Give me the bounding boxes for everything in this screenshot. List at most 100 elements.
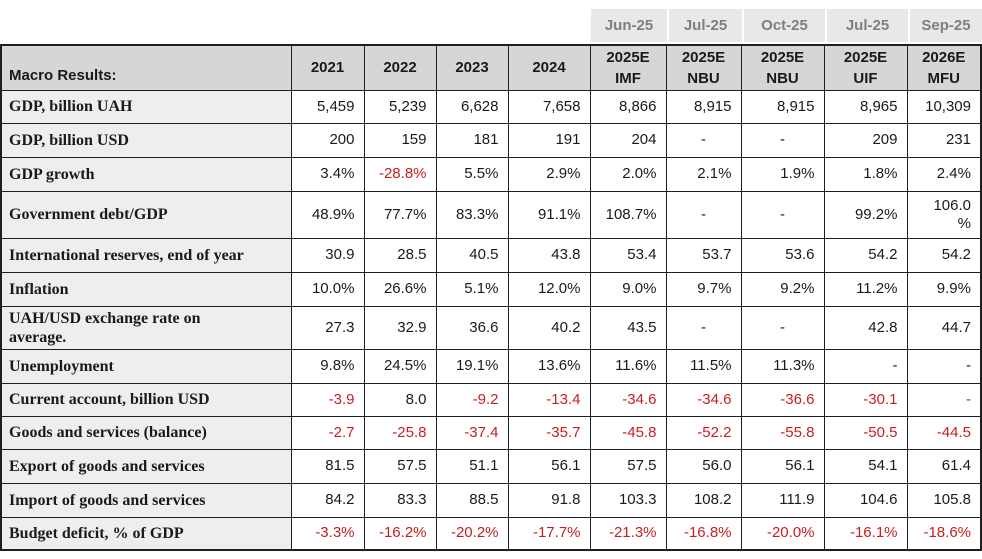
data-cell: 103.3	[589, 482, 667, 518]
data-cell: 28.5	[363, 237, 437, 273]
column-header: 2024	[507, 44, 591, 91]
data-cell: 106.0 %	[906, 190, 982, 239]
forecast-date-label: Sep-25	[908, 9, 982, 42]
data-cell: 159	[363, 122, 437, 158]
data-cell: 53.4	[589, 237, 667, 273]
row-label: GDP, billion USD	[0, 122, 292, 158]
data-cell: 40.5	[435, 237, 509, 273]
data-cell: -	[823, 348, 908, 384]
data-cell: 9.9%	[906, 271, 982, 307]
table-row: UAH/USD exchange rate on average. 27.3 32.…	[0, 305, 982, 350]
data-cell: 57.5	[363, 448, 437, 484]
data-cell: -52.2	[665, 415, 742, 450]
row-label: GDP growth	[0, 156, 292, 192]
data-cell: 51.1	[435, 448, 509, 484]
data-cell: 88.5	[435, 482, 509, 518]
table-row: Export of goods and services 81.5 57.5 51.1…	[0, 448, 982, 484]
table-row: Unemployment 9.8% 24.5% 19.1% 13.6% 11.6% 11.5…	[0, 348, 982, 384]
data-cell: 2.0%	[589, 156, 667, 192]
data-cell: 53.7	[665, 237, 742, 273]
data-cell: 56.1	[507, 448, 591, 484]
data-cell: 108.2	[665, 482, 742, 518]
data-cell: -44.5	[906, 415, 982, 450]
data-cell: 91.8	[507, 482, 591, 518]
data-cell: 10.0%	[290, 271, 365, 307]
data-cell: 83.3	[363, 482, 437, 518]
data-cell: -36.6	[740, 382, 825, 417]
table-row: GDP, billion USD 200 159 181 191 204- -209 231	[0, 122, 982, 158]
data-cell: -25.8	[363, 415, 437, 450]
table-row: GDP, billion UAH 5,459 5,239 6,628 7,658 8,86…	[0, 89, 982, 124]
data-cell: -	[906, 348, 982, 384]
data-cell: 32.9	[363, 305, 437, 350]
data-cell: 27.3	[290, 305, 365, 350]
data-cell: -3.3%	[290, 516, 365, 551]
data-cell: 8,915	[740, 89, 825, 124]
data-cell: -18.6%	[906, 516, 982, 551]
data-cell: 10,309	[906, 89, 982, 124]
column-header: 2025E NBU	[740, 44, 825, 91]
data-cell: 61.4	[906, 448, 982, 484]
data-cell: 6,628	[435, 89, 509, 124]
data-cell: -	[740, 305, 825, 350]
row-label: Import of goods and services	[0, 482, 292, 518]
data-cell: 13.6%	[507, 348, 591, 384]
column-header: 2022	[363, 44, 437, 91]
data-cell: 54.1	[823, 448, 908, 484]
data-cell: 5,459	[290, 89, 365, 124]
data-cell: -45.8	[589, 415, 667, 450]
table-row: Inflation 10.0% 26.6% 5.1% 12.0% 9.0% 9.7% 9.2%…	[0, 271, 982, 307]
column-header: 2025E NBU	[665, 44, 742, 91]
data-cell: 12.0%	[507, 271, 591, 307]
row-label: Inflation	[0, 271, 292, 307]
data-cell: -	[665, 190, 742, 239]
data-cell: 9.2%	[740, 271, 825, 307]
data-cell: 44.7	[906, 305, 982, 350]
data-cell: 40.2	[507, 305, 591, 350]
data-cell: 8,915	[665, 89, 742, 124]
data-cell: 2.1%	[665, 156, 742, 192]
macro-results-table: Macro Results: 2021 2022 2023 2024 2025E IMF…	[0, 44, 982, 551]
data-cell: 181	[435, 122, 509, 158]
table-row: Budget deficit, % of GDP -3.3% -16.2% -20.2…	[0, 516, 982, 551]
data-cell: 8,866	[589, 89, 667, 124]
data-cell: -3.9	[290, 382, 365, 417]
data-cell: -21.3%	[589, 516, 667, 551]
table-row: Current account, billion USD -3.9 8.0 -9.2-…	[0, 382, 982, 417]
data-cell: -	[906, 382, 982, 417]
data-cell: 204	[589, 122, 667, 158]
data-cell: 19.1%	[435, 348, 509, 384]
data-cell: 56.1	[740, 448, 825, 484]
data-cell: -34.6	[589, 382, 667, 417]
forecast-date-label: Jul-25	[825, 9, 908, 42]
data-cell: 231	[906, 122, 982, 158]
data-cell: 81.5	[290, 448, 365, 484]
data-cell: 9.0%	[589, 271, 667, 307]
data-cell: -17.7%	[507, 516, 591, 551]
data-cell: -50.5	[823, 415, 908, 450]
data-cell: 48.9%	[290, 190, 365, 239]
data-cell: 53.6	[740, 237, 825, 273]
table-row: International reserves, end of year 30.9 2…	[0, 237, 982, 273]
data-cell: 57.5	[589, 448, 667, 484]
table-row: Government debt/GDP 48.9% 77.7% 83.3% 91.1% 1…	[0, 190, 982, 239]
data-cell: -	[665, 305, 742, 350]
data-cell: 84.2	[290, 482, 365, 518]
data-cell: 77.7%	[363, 190, 437, 239]
row-label: Export of goods and services	[0, 448, 292, 484]
data-cell: 9.7%	[665, 271, 742, 307]
forecast-date-label: Oct-25	[742, 9, 825, 42]
data-cell: 104.6	[823, 482, 908, 518]
data-cell: 7,658	[507, 89, 591, 124]
data-cell: 11.6%	[589, 348, 667, 384]
data-cell: -9.2	[435, 382, 509, 417]
data-cell: -	[740, 122, 825, 158]
data-cell: -16.8%	[665, 516, 742, 551]
data-cell: 5.5%	[435, 156, 509, 192]
forecast-date-label: Jun-25	[591, 9, 667, 42]
table-body: GDP, billion UAH 5,459 5,239 6,628 7,658 8,86…	[0, 89, 982, 551]
data-cell: -13.4	[507, 382, 591, 417]
data-cell: 36.6	[435, 305, 509, 350]
data-cell: 9.8%	[290, 348, 365, 384]
